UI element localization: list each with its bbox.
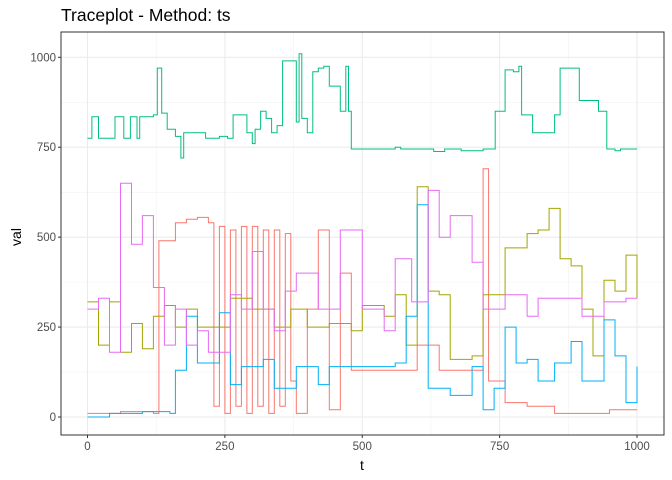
chart-title: Traceplot - Method: ts [61, 5, 231, 25]
x-tick-label: 1000 [624, 441, 650, 453]
y-tick-label: 500 [37, 232, 56, 244]
y-axis-label: val [8, 228, 24, 246]
x-tick-label: 500 [353, 441, 372, 453]
series-line-5 [87, 182, 637, 353]
x-tick-label: 750 [490, 441, 509, 453]
y-tick-label: 0 [50, 412, 56, 424]
x-tick-label: 0 [84, 441, 90, 453]
tick-labels: 0 250 500 750 1000 0 250 500 750 1000 [30, 52, 649, 453]
series-lines [87, 53, 638, 418]
y-tick-label: 1000 [30, 52, 56, 64]
series-line-3 [87, 53, 637, 159]
x-axis-label: t [360, 457, 364, 473]
x-tick-label: 250 [215, 441, 234, 453]
y-tick-label: 250 [37, 322, 56, 334]
y-tick-label: 750 [37, 142, 56, 154]
